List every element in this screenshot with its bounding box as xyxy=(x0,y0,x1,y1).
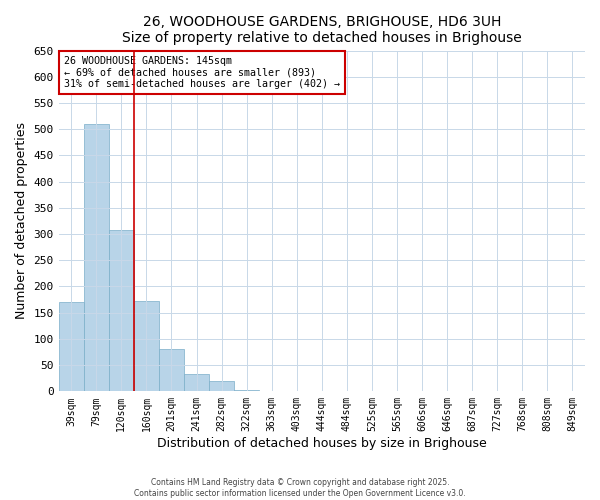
Bar xyxy=(84,124,109,392)
Bar xyxy=(209,381,234,392)
X-axis label: Distribution of detached houses by size in Brighouse: Distribution of detached houses by size … xyxy=(157,437,487,450)
Title: 26, WOODHOUSE GARDENS, BRIGHOUSE, HD6 3UH
Size of property relative to detached : 26, WOODHOUSE GARDENS, BRIGHOUSE, HD6 3U… xyxy=(122,15,522,45)
Bar xyxy=(159,350,184,392)
Bar xyxy=(134,300,159,392)
Bar xyxy=(109,230,134,392)
Bar xyxy=(59,302,84,392)
Bar xyxy=(560,391,585,392)
Bar xyxy=(234,390,259,392)
Text: Contains HM Land Registry data © Crown copyright and database right 2025.
Contai: Contains HM Land Registry data © Crown c… xyxy=(134,478,466,498)
Y-axis label: Number of detached properties: Number of detached properties xyxy=(15,122,28,320)
Text: 26 WOODHOUSE GARDENS: 145sqm
← 69% of detached houses are smaller (893)
31% of s: 26 WOODHOUSE GARDENS: 145sqm ← 69% of de… xyxy=(64,56,340,89)
Bar xyxy=(184,374,209,392)
